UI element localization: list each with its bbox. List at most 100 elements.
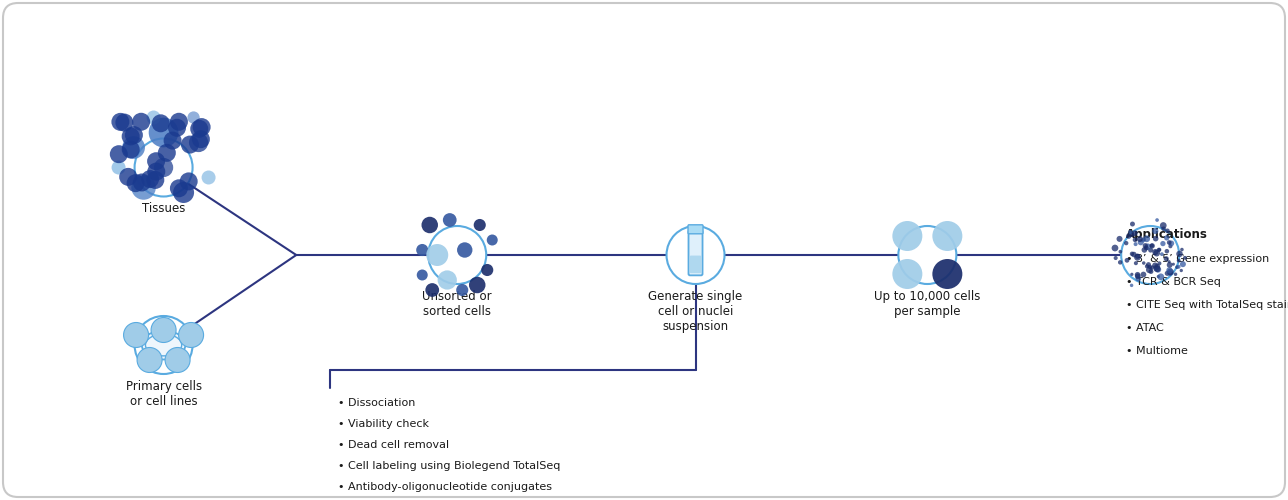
- Circle shape: [133, 113, 151, 131]
- Circle shape: [487, 234, 497, 246]
- Circle shape: [165, 348, 191, 372]
- Circle shape: [1168, 244, 1172, 248]
- Text: Generate single
cell or nuclei
suspension: Generate single cell or nuclei suspensio…: [648, 290, 743, 333]
- Circle shape: [1135, 272, 1140, 278]
- Circle shape: [122, 140, 139, 158]
- Circle shape: [120, 168, 138, 186]
- Circle shape: [1141, 247, 1148, 252]
- Text: • Antibody-oligonucleotide conjugates: • Antibody-oligonucleotide conjugates: [337, 482, 553, 492]
- Circle shape: [1176, 265, 1181, 269]
- Circle shape: [1155, 266, 1162, 272]
- Circle shape: [1177, 258, 1181, 262]
- Circle shape: [133, 174, 151, 192]
- Circle shape: [1150, 244, 1154, 248]
- Circle shape: [893, 221, 922, 251]
- Circle shape: [147, 152, 165, 170]
- Circle shape: [1118, 250, 1122, 254]
- Circle shape: [152, 114, 170, 132]
- Circle shape: [173, 182, 194, 203]
- Text: Tissues: Tissues: [142, 202, 185, 215]
- Circle shape: [1137, 239, 1144, 246]
- Text: Primary cells
or cell lines: Primary cells or cell lines: [125, 380, 202, 408]
- Circle shape: [1118, 260, 1122, 264]
- Circle shape: [1160, 252, 1164, 256]
- Circle shape: [155, 158, 173, 177]
- Circle shape: [425, 283, 439, 297]
- Circle shape: [1160, 241, 1166, 246]
- Circle shape: [1130, 284, 1133, 287]
- Circle shape: [1132, 230, 1137, 236]
- Circle shape: [1136, 276, 1141, 281]
- Text: • 3’ & 5’ Gene expression: • 3’ & 5’ Gene expression: [1126, 254, 1270, 264]
- Circle shape: [124, 322, 148, 347]
- Circle shape: [1130, 222, 1135, 226]
- Circle shape: [457, 242, 473, 258]
- Circle shape: [1137, 236, 1142, 242]
- Circle shape: [1157, 275, 1160, 278]
- Circle shape: [1167, 268, 1173, 276]
- Circle shape: [1153, 228, 1158, 234]
- Circle shape: [417, 270, 428, 280]
- FancyBboxPatch shape: [688, 225, 703, 234]
- Circle shape: [933, 221, 962, 251]
- Circle shape: [1131, 252, 1136, 258]
- Circle shape: [137, 348, 162, 372]
- Circle shape: [1128, 230, 1132, 234]
- Text: Up to 10,000 cells
per sample: Up to 10,000 cells per sample: [875, 290, 980, 318]
- Circle shape: [191, 120, 209, 138]
- Circle shape: [158, 144, 176, 162]
- FancyBboxPatch shape: [690, 256, 701, 273]
- Circle shape: [192, 130, 210, 148]
- Circle shape: [1180, 261, 1186, 267]
- Text: • Viability check: • Viability check: [337, 419, 429, 429]
- Circle shape: [421, 217, 438, 233]
- Text: • CITE Seq with TotalSeq staining: • CITE Seq with TotalSeq staining: [1126, 300, 1288, 310]
- Circle shape: [1157, 248, 1160, 252]
- Circle shape: [1163, 256, 1168, 262]
- Circle shape: [1172, 262, 1175, 266]
- Circle shape: [456, 284, 469, 296]
- Circle shape: [1180, 269, 1182, 272]
- Circle shape: [893, 259, 922, 289]
- Circle shape: [1164, 235, 1170, 240]
- Circle shape: [1166, 267, 1172, 274]
- Circle shape: [933, 259, 962, 289]
- Circle shape: [134, 138, 193, 196]
- Circle shape: [1167, 260, 1171, 264]
- Circle shape: [109, 145, 128, 163]
- Circle shape: [1132, 238, 1137, 242]
- Circle shape: [1130, 252, 1135, 256]
- Circle shape: [148, 118, 179, 148]
- Circle shape: [1168, 240, 1175, 246]
- Circle shape: [1153, 250, 1160, 256]
- Circle shape: [1148, 248, 1153, 252]
- Circle shape: [482, 264, 493, 276]
- Circle shape: [111, 113, 129, 131]
- Circle shape: [1141, 272, 1146, 278]
- Circle shape: [666, 226, 725, 284]
- Circle shape: [1121, 226, 1180, 284]
- Circle shape: [1114, 256, 1118, 260]
- Circle shape: [147, 110, 161, 124]
- Circle shape: [1167, 262, 1172, 268]
- Circle shape: [1117, 236, 1123, 242]
- Ellipse shape: [142, 330, 185, 360]
- Circle shape: [1175, 266, 1179, 269]
- Circle shape: [1149, 269, 1154, 274]
- Circle shape: [1141, 238, 1145, 242]
- Circle shape: [428, 226, 487, 284]
- Text: • Multiome: • Multiome: [1126, 346, 1188, 356]
- Text: • Cell labeling using Biolegend TotalSeq: • Cell labeling using Biolegend TotalSeq: [337, 461, 560, 471]
- Circle shape: [898, 226, 957, 284]
- Circle shape: [1135, 274, 1141, 279]
- Circle shape: [1154, 266, 1160, 272]
- Circle shape: [1112, 244, 1118, 252]
- FancyBboxPatch shape: [689, 230, 702, 276]
- Circle shape: [122, 136, 146, 159]
- Circle shape: [1158, 262, 1162, 266]
- Circle shape: [1162, 226, 1166, 231]
- Circle shape: [1158, 248, 1162, 252]
- Circle shape: [180, 136, 198, 154]
- Circle shape: [134, 316, 193, 374]
- Circle shape: [131, 176, 156, 200]
